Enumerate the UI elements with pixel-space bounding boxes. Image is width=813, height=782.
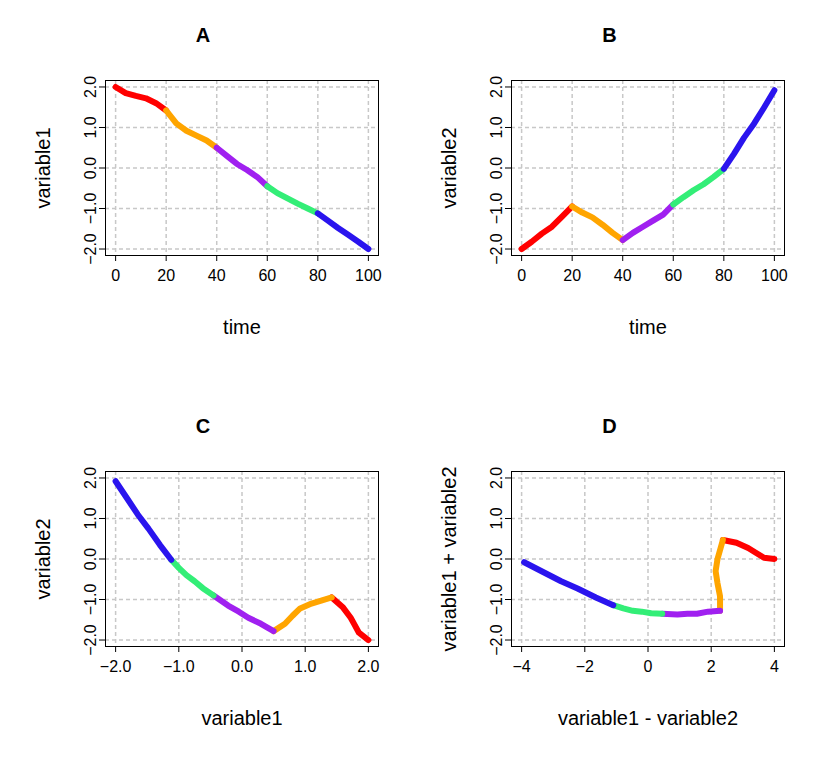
svg-text:−1.0: −1.0 [488,193,505,225]
svg-text:40: 40 [614,267,632,284]
svg-text:2.0: 2.0 [488,467,505,489]
svg-text:20: 20 [157,267,175,284]
svg-text:variable1 - variable2: variable1 - variable2 [558,707,738,729]
svg-text:4: 4 [770,658,779,675]
svg-text:−4: −4 [512,658,530,675]
html-text:D: D [602,415,617,437]
svg-text:variable2: variable2 [32,518,54,599]
svg-text:−2.0: −2.0 [100,658,132,675]
svg-text:80: 80 [309,267,327,284]
svg-text:−2.0: −2.0 [82,233,99,265]
svg-text:−1.0: −1.0 [163,658,195,675]
svg-text:1.0: 1.0 [488,116,505,138]
svg-text:time: time [629,316,667,338]
svg-text:2.0: 2.0 [82,467,99,489]
svg-text:20: 20 [563,267,581,284]
svg-text:−2.0: −2.0 [488,233,505,265]
svg-text:−2.0: −2.0 [488,624,505,656]
svg-text:time: time [223,316,261,338]
html-text:A: A [195,24,211,46]
svg-text:2.0: 2.0 [82,76,99,98]
svg-text:−1.0: −1.0 [82,584,99,616]
svg-text:80: 80 [715,267,733,284]
html-text:C: C [195,415,211,437]
svg-text:60: 60 [664,267,682,284]
svg-text:2.0: 2.0 [488,76,505,98]
svg-text:−1.0: −1.0 [82,193,99,225]
svg-text:0: 0 [517,267,526,284]
svg-text:0: 0 [644,658,653,675]
svg-text:40: 40 [208,267,226,284]
svg-text:0.0: 0.0 [488,548,505,570]
svg-text:variable1 + variable2: variable1 + variable2 [438,466,460,651]
svg-text:variable1: variable1 [201,707,282,729]
svg-text:0: 0 [111,267,120,284]
svg-text:0.0: 0.0 [488,157,505,179]
svg-text:1.0: 1.0 [488,507,505,529]
svg-text:100: 100 [355,267,382,284]
svg-text:0.0: 0.0 [82,157,99,179]
svg-text:0.0: 0.0 [231,658,253,675]
svg-text:variable2: variable2 [438,127,460,208]
svg-text:2.0: 2.0 [357,658,379,675]
svg-text:60: 60 [258,267,276,284]
svg-text:100: 100 [761,267,788,284]
html-text:B: B [602,24,617,46]
svg-text:1.0: 1.0 [294,658,316,675]
svg-text:1.0: 1.0 [82,507,99,529]
svg-text:−1.0: −1.0 [488,584,505,616]
svg-text:1.0: 1.0 [82,116,99,138]
svg-text:−2: −2 [576,658,594,675]
svg-text:−2.0: −2.0 [82,624,99,656]
svg-text:variable1: variable1 [32,127,54,208]
svg-text:2: 2 [707,658,716,675]
svg-text:0.0: 0.0 [82,548,99,570]
